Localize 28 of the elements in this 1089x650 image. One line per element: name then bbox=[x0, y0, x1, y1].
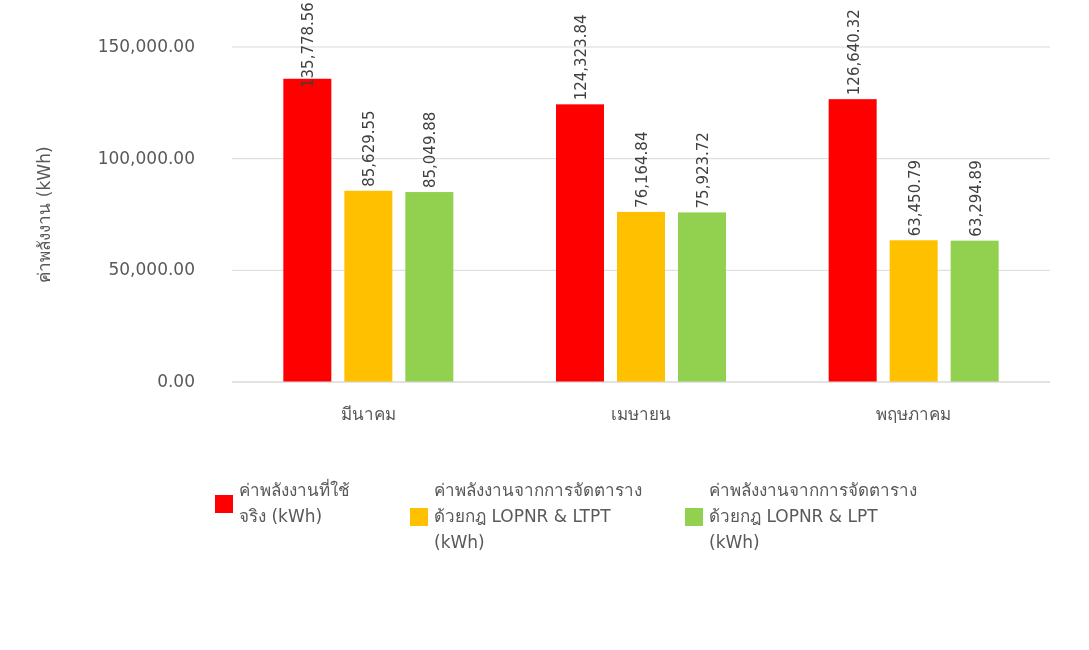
data-label: 126,640.32 bbox=[844, 9, 863, 96]
y-tick-label: 50,000.00 bbox=[108, 259, 195, 280]
data-label: 63,450.79 bbox=[905, 159, 924, 237]
legend-label: ค่าพลังงานที่ใช้จริง (kWh) bbox=[239, 478, 350, 526]
bar bbox=[617, 211, 665, 382]
x-tick-label: เมษายน bbox=[611, 404, 671, 424]
bar bbox=[889, 240, 938, 382]
data-label: 85,049.88 bbox=[421, 111, 440, 189]
x-tick-label: พฤษภาคม bbox=[876, 404, 952, 424]
bar bbox=[828, 99, 877, 382]
y-tick-label: 0.00 bbox=[157, 371, 195, 391]
bar bbox=[556, 104, 604, 382]
data-label: 75,923.72 bbox=[694, 132, 712, 209]
bar bbox=[344, 190, 393, 382]
y-tick-label: 100,000.00 bbox=[97, 147, 195, 168]
legend-label: ค่าพลังงานจากการจัดตารางด้วยกฎ LOPNR & LTPT (kWh) bbox=[434, 480, 642, 552]
data-label: 135,778.56 bbox=[299, 2, 318, 88]
bar bbox=[678, 212, 726, 382]
data-label: 124,323.84 bbox=[572, 14, 590, 101]
data-label: 63,294.89 bbox=[966, 160, 985, 237]
data-label: 76,164.84 bbox=[633, 131, 651, 208]
x-tick-label: มีนาคม bbox=[340, 404, 396, 424]
y-tick-label: 150,000.00 bbox=[97, 36, 195, 56]
data-label: 85,629.55 bbox=[360, 110, 379, 187]
y-axis-title: ค่าพลังงาน (kWh) bbox=[34, 146, 54, 283]
bar bbox=[405, 192, 454, 382]
bar bbox=[950, 240, 999, 382]
legend-label: ค่าพลังงานจากการจัดตารางด้วยกฎ LOPNR & LPT (kWh) bbox=[709, 480, 917, 552]
